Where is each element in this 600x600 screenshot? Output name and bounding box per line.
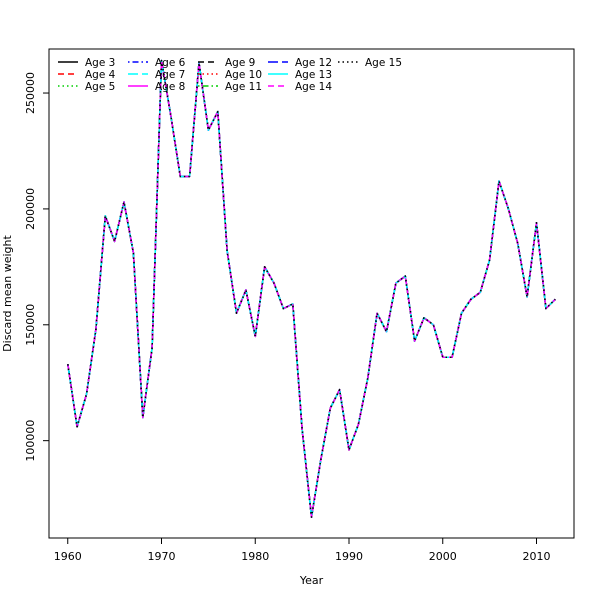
- y-axis-title: Discard mean weight: [1, 235, 14, 352]
- x-tick-label: 1990: [335, 550, 363, 563]
- series-line-age-4: [67, 59, 556, 518]
- y-tick-label: 200000: [24, 188, 37, 230]
- legend-label: Age 9: [225, 57, 255, 69]
- legend-label: Age 10: [225, 69, 262, 81]
- plot-frame: [48, 48, 575, 539]
- legend-label: Age 4: [85, 69, 116, 81]
- x-tick-label: 2000: [429, 550, 457, 563]
- x-tick-label: 1980: [241, 550, 269, 563]
- y-tick-label: 250000: [24, 72, 37, 114]
- x-tick-label: 1970: [148, 550, 176, 563]
- series-line-age-9: [67, 59, 556, 518]
- legend-label: Age 8: [155, 81, 185, 93]
- y-tick-label: 100000: [24, 420, 37, 462]
- legend-label: Age 7: [155, 69, 185, 81]
- series-layer: [67, 59, 556, 518]
- x-tick-label: 2010: [523, 550, 551, 563]
- series-line-age-14: [67, 59, 556, 518]
- series-line-age-8: [67, 59, 556, 518]
- x-tick-label: 1960: [54, 550, 82, 563]
- x-axis: 1960 1970 1980 1990 2000 2010: [54, 538, 551, 563]
- series-line-age-15: [67, 59, 556, 518]
- series-line-age-5: [67, 59, 556, 518]
- series-line-age-6: [67, 59, 556, 518]
- series-line-age-12: [67, 59, 556, 518]
- series-line-age-7: [67, 59, 556, 518]
- legend-label: Age 14: [295, 81, 332, 93]
- x-axis-title: Year: [299, 574, 324, 587]
- series-line-age-3: [67, 59, 556, 518]
- legend-label: Age 12: [295, 57, 332, 69]
- series-line-age-11: [67, 59, 556, 518]
- y-axis: 100000 150000 200000 250000: [24, 72, 49, 462]
- legend-label: Age 13: [295, 69, 332, 81]
- series-line-age-10: [67, 59, 556, 518]
- legend-label: Age 11: [225, 81, 262, 93]
- legend-label: Age 6: [155, 57, 186, 69]
- series-line-age-13: [67, 59, 556, 518]
- legend-label: Age 5: [85, 81, 115, 93]
- legend-label: Age 3: [85, 57, 115, 69]
- y-tick-label: 150000: [24, 304, 37, 346]
- legend-label: Age 15: [365, 57, 402, 69]
